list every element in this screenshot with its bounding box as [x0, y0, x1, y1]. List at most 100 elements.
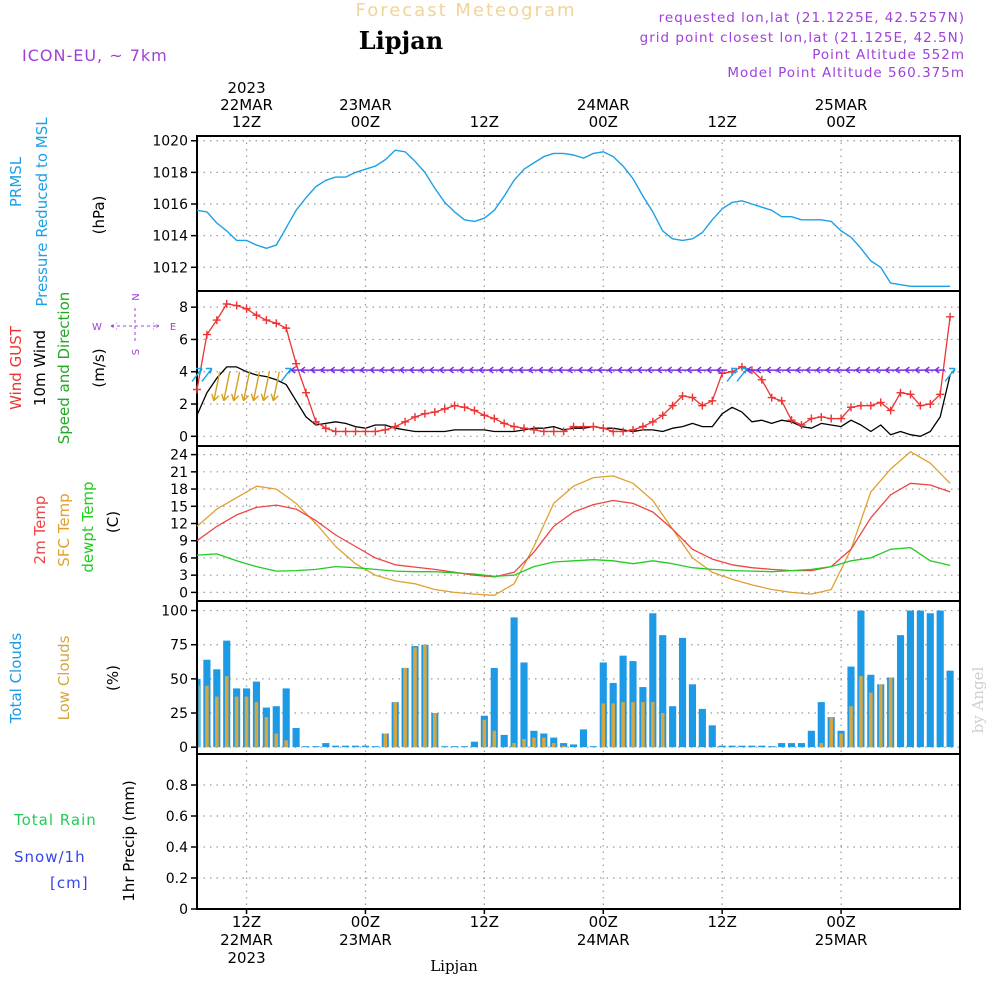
gust-marker: [381, 425, 390, 434]
low-cloud-bar: [433, 713, 437, 748]
gust-marker: [520, 424, 528, 433]
total-cloud-bar: [460, 746, 469, 748]
y-tick-label: 24: [170, 448, 188, 464]
low-cloud-bar: [198, 685, 200, 748]
wind-direction-arrow: [568, 366, 579, 374]
gust-marker: [916, 401, 925, 410]
gust-marker: [292, 359, 301, 368]
gust-marker: [579, 422, 588, 431]
precip-label-cm: [cm]: [50, 874, 89, 892]
wind-direction-arrow: [439, 366, 450, 374]
total-cloud-bar: [500, 734, 508, 748]
gust-marker: [797, 421, 806, 430]
pressure-unit: (hPa): [90, 196, 108, 235]
gust-marker: [331, 427, 340, 436]
gust-marker: [510, 422, 519, 431]
gust-marker: [351, 427, 360, 436]
total-cloud-bar: [282, 688, 290, 748]
wind-unit: (m/s): [90, 348, 108, 387]
wind-direction-arrow: [657, 366, 668, 374]
total-cloud-bar: [718, 745, 726, 748]
total-cloud-bar: [272, 706, 280, 748]
model-label: ICON-EU, ~ 7km: [22, 46, 168, 65]
wind-direction-arrow: [300, 366, 311, 374]
gust-marker: [638, 422, 647, 431]
gust-marker: [371, 427, 380, 436]
wind-direction-arrow: [379, 366, 391, 374]
low-cloud-bar: [512, 743, 516, 748]
gust-marker: [391, 422, 400, 431]
total-cloud-bar: [896, 635, 905, 748]
gust-marker: [946, 312, 955, 321]
top-time-label: 12Z: [232, 113, 261, 131]
gust-marker: [648, 417, 657, 426]
gust-marker: [321, 424, 330, 433]
low-cloud-bar: [829, 717, 833, 748]
low-cloud-bar: [274, 733, 279, 748]
low-cloud-bar: [413, 647, 417, 748]
total-cloud-bar: [470, 741, 479, 748]
gust-marker: [460, 403, 469, 412]
info-model-altitude: Model Point Altitude 560.375m: [727, 65, 965, 81]
wind-direction-arrow: [627, 366, 638, 374]
wind-direction-arrow: [330, 366, 341, 374]
pressure-label-msl: Pressure Reduced to MSL: [33, 117, 51, 307]
gust-marker: [470, 406, 479, 415]
wind-direction-arrow: [399, 366, 411, 374]
wind-direction-arrow: [528, 366, 539, 374]
wind-direction-arrow: [360, 366, 371, 374]
gust-marker: [212, 316, 221, 325]
gust-marker: [539, 427, 548, 436]
wind-direction-arrow: [201, 367, 213, 382]
wind-direction-arrow: [270, 371, 280, 402]
gust-marker: [411, 412, 419, 421]
bottom-time-label: 00Z: [351, 913, 380, 931]
gust-marker: [896, 388, 905, 397]
wind-direction-arrow: [865, 366, 876, 374]
low-cloud-bar: [205, 685, 209, 748]
y-tick-label: 0: [179, 585, 188, 601]
wind-direction-arrow: [409, 366, 420, 374]
wind-direction-arrow: [805, 366, 817, 374]
temp-label-dewpoint: dewpt Temp: [79, 481, 97, 572]
total-cloud-bar: [738, 745, 746, 748]
gust-marker: [817, 412, 826, 421]
gust-marker: [450, 401, 459, 410]
temp-sfc-line: [196, 451, 951, 596]
gust-marker: [361, 427, 370, 436]
compass-s: S: [131, 349, 142, 355]
total-cloud-bar: [451, 746, 459, 748]
panel-frame: [196, 445, 961, 602]
wind-direction-arrow: [875, 366, 886, 374]
gust-marker: [827, 414, 836, 423]
gust-marker: [668, 401, 677, 410]
pressure-line: [196, 149, 951, 287]
wind-direction-arrow: [905, 366, 916, 374]
gust-marker: [807, 414, 816, 423]
wind-direction-arrow: [696, 366, 708, 374]
gust-marker: [440, 404, 449, 413]
gust-marker: [480, 411, 489, 420]
wind-direction-arrow: [944, 367, 956, 382]
y-tick-label: 15: [170, 499, 188, 515]
wind-direction-arrow: [914, 366, 926, 374]
gust-marker: [837, 414, 846, 423]
wind-direction-arrow: [340, 366, 351, 374]
low-cloud-bar: [215, 696, 219, 748]
wind-direction-arrow: [667, 366, 678, 374]
temp-label-sfc: SFC Temp: [55, 493, 73, 566]
gust-marker: [559, 427, 568, 436]
wind-direction-arrow: [776, 366, 787, 374]
top-time-label: 12Z: [707, 113, 736, 131]
wind-direction-arrow: [320, 366, 331, 374]
wind-direction-arrow: [924, 366, 936, 374]
gust-marker: [856, 401, 865, 410]
y-tick-label: 6: [179, 332, 188, 348]
gust-marker: [787, 416, 796, 425]
info-grid-point: grid point closest lon,lat (21.125E, 42.…: [640, 30, 965, 46]
temp-2m-line: [196, 482, 951, 578]
gust-marker: [678, 391, 687, 400]
temp-unit: (C): [104, 511, 122, 533]
low-cloud-bar: [869, 692, 873, 748]
